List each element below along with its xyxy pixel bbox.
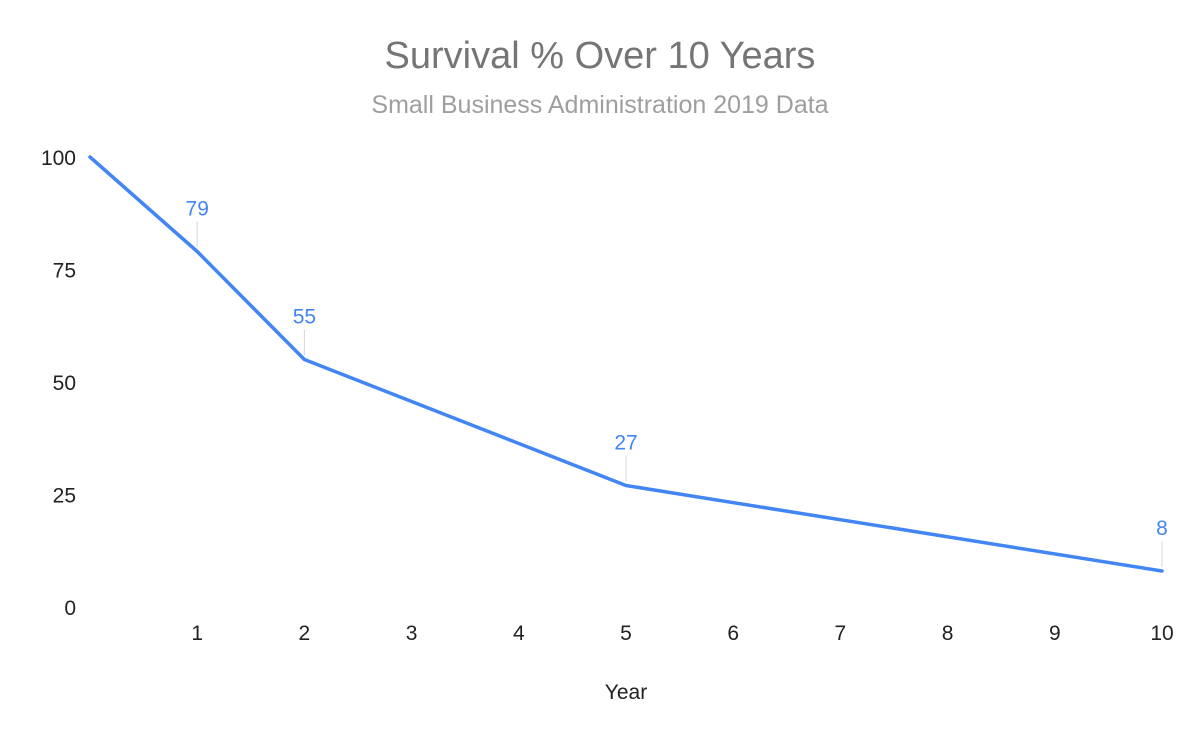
data-point	[195, 250, 199, 253]
data-label: 8	[1156, 517, 1168, 540]
x-tick-label: 3	[406, 622, 418, 645]
chart-title: Survival % Over 10 Years	[385, 35, 816, 77]
series-line	[88, 155, 1164, 573]
chart-subtitle: Small Business Administration 2019 Data	[371, 91, 828, 119]
data-label: 55	[293, 306, 316, 329]
data-label: 79	[186, 198, 209, 221]
data-label-layer: 79 55 27 8	[186, 198, 1168, 567]
x-tick-label: 2	[299, 622, 311, 645]
data-point	[88, 155, 92, 159]
x-tick-label: 10	[1150, 622, 1173, 645]
x-tick-label: 1	[191, 622, 203, 645]
x-tick-label: 8	[942, 622, 954, 645]
x-axis-tick-labels: 1 2 3 4 5 6 7 8 9 10	[191, 622, 1173, 645]
x-tick-label: 6	[727, 622, 739, 645]
x-tick-label: 9	[1049, 622, 1061, 645]
data-point	[302, 358, 306, 361]
y-tick-label: 25	[53, 485, 76, 508]
y-tick-label: 50	[53, 372, 76, 395]
y-tick-label: 75	[53, 260, 76, 283]
x-tick-label: 4	[513, 622, 525, 645]
x-axis-title: Year	[605, 681, 647, 704]
y-tick-label: 100	[41, 147, 76, 170]
data-label: 27	[614, 432, 637, 455]
x-tick-label: 5	[620, 622, 632, 645]
series-layer	[88, 155, 1164, 573]
data-point	[624, 484, 628, 487]
data-point	[1160, 569, 1164, 573]
y-axis-tick-labels: 0 25 50 75 100	[41, 147, 76, 620]
y-tick-label: 0	[64, 597, 76, 620]
x-tick-label: 7	[835, 622, 847, 645]
